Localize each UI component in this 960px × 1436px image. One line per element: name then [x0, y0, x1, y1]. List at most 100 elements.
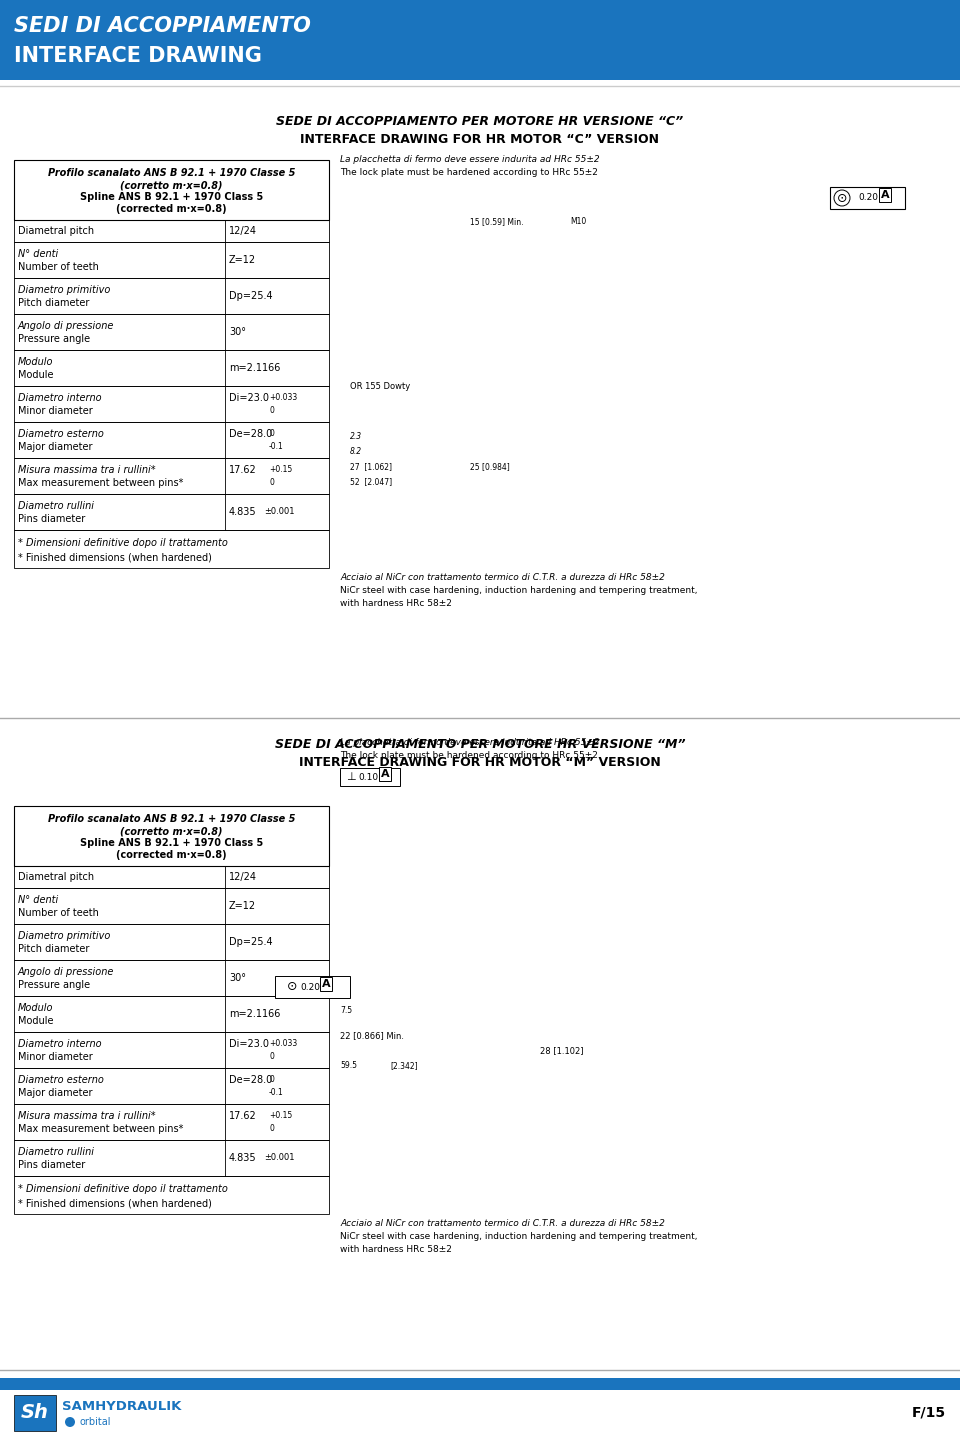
- Text: F/15: F/15: [912, 1406, 946, 1420]
- Text: 0.20: 0.20: [300, 982, 320, 991]
- Text: Spline ANS B 92.1 + 1970 Class 5: Spline ANS B 92.1 + 1970 Class 5: [80, 839, 263, 849]
- Bar: [14, 1032, 329, 1068]
- Text: Profilo scanalato ANS B 92.1 + 1970 Classe 5: Profilo scanalato ANS B 92.1 + 1970 Clas…: [48, 168, 295, 178]
- Text: SEDE DI ACCOPPIAMENTO PER MOTORE HR VERSIONE “C”: SEDE DI ACCOPPIAMENTO PER MOTORE HR VERS…: [276, 115, 684, 128]
- Bar: [14, 1068, 329, 1104]
- Text: 12/24: 12/24: [229, 225, 257, 236]
- Text: Sh: Sh: [21, 1403, 49, 1423]
- Text: INTERFACE DRAWING: INTERFACE DRAWING: [14, 46, 262, 66]
- Text: Major diameter: Major diameter: [18, 1088, 92, 1099]
- Bar: [0, 0, 960, 80]
- Text: ⊥: ⊥: [346, 773, 356, 783]
- Text: 22 [0.866] Min.: 22 [0.866] Min.: [340, 1031, 404, 1040]
- Text: OR 155 Dowty: OR 155 Dowty: [350, 382, 410, 391]
- Text: 30°: 30°: [229, 974, 246, 984]
- Bar: [14, 386, 329, 422]
- Text: De=28.0: De=28.0: [229, 429, 273, 439]
- Text: m=2.1166: m=2.1166: [229, 363, 280, 373]
- Text: A: A: [322, 979, 330, 989]
- Text: NiCr steel with case hardening, induction hardening and tempering treatment,: NiCr steel with case hardening, inductio…: [340, 1232, 698, 1241]
- Text: Module: Module: [18, 370, 54, 381]
- Bar: [14, 923, 329, 961]
- Bar: [0, 1379, 960, 1390]
- Bar: [14, 1394, 56, 1432]
- Text: SEDE DI ACCOPPIAMENTO PER MOTORE HR VERSIONE “M”: SEDE DI ACCOPPIAMENTO PER MOTORE HR VERS…: [275, 738, 685, 751]
- Text: ⊙: ⊙: [837, 191, 848, 204]
- Text: (corrected m·x=0.8): (corrected m·x=0.8): [116, 850, 227, 860]
- Text: orbital: orbital: [79, 1417, 110, 1427]
- Text: Minor diameter: Minor diameter: [18, 1053, 93, 1063]
- Text: Diametral pitch: Diametral pitch: [18, 872, 94, 882]
- Text: Z=12: Z=12: [229, 900, 256, 910]
- Text: 8.2: 8.2: [350, 447, 362, 457]
- Text: 4.835: 4.835: [229, 1153, 256, 1163]
- Text: Diametro rullini: Diametro rullini: [18, 1147, 94, 1157]
- Text: A: A: [381, 770, 390, 778]
- Text: Modulo: Modulo: [18, 1002, 54, 1012]
- Text: with hardness HRc 58±2: with hardness HRc 58±2: [340, 599, 452, 607]
- Text: 0: 0: [269, 429, 274, 438]
- Text: Number of teeth: Number of teeth: [18, 261, 99, 271]
- Text: Diametro primitivo: Diametro primitivo: [18, 931, 110, 941]
- Text: Diametral pitch: Diametral pitch: [18, 225, 94, 236]
- Text: Module: Module: [18, 1017, 54, 1025]
- Text: Diametro esterno: Diametro esterno: [18, 1076, 104, 1086]
- Bar: [14, 220, 329, 243]
- Text: Acciaio al NiCr con trattamento termico di C.T.R. a durezza di HRc 58±2: Acciaio al NiCr con trattamento termico …: [340, 1219, 665, 1228]
- Text: 7.5: 7.5: [340, 1007, 352, 1015]
- Text: 0.20: 0.20: [858, 194, 878, 202]
- Text: 0: 0: [269, 406, 274, 415]
- Text: A: A: [880, 190, 889, 200]
- Text: 4.835: 4.835: [229, 507, 256, 517]
- Text: Max measurement between pins*: Max measurement between pins*: [18, 1124, 183, 1134]
- Text: ±0.001: ±0.001: [264, 1153, 295, 1163]
- Text: +0.15: +0.15: [269, 465, 292, 474]
- Bar: [14, 1176, 329, 1213]
- Text: 12/24: 12/24: [229, 872, 257, 882]
- Text: +0.033: +0.033: [269, 393, 298, 402]
- Text: (corretto m·x=0.8): (corretto m·x=0.8): [120, 826, 223, 836]
- Bar: [14, 243, 329, 279]
- Bar: [14, 530, 329, 569]
- Text: ⊙: ⊙: [287, 981, 298, 994]
- Text: (corretto m·x=0.8): (corretto m·x=0.8): [120, 180, 223, 190]
- Text: INTERFACE DRAWING FOR HR MOTOR “C” VERSION: INTERFACE DRAWING FOR HR MOTOR “C” VERSI…: [300, 134, 660, 146]
- Text: M10: M10: [570, 217, 587, 225]
- Bar: [14, 961, 329, 997]
- Text: 2.3: 2.3: [350, 432, 362, 441]
- Text: ±0.001: ±0.001: [264, 507, 295, 517]
- Text: Profilo scanalato ANS B 92.1 + 1970 Classe 5: Profilo scanalato ANS B 92.1 + 1970 Clas…: [48, 814, 295, 824]
- Text: Diametro esterno: Diametro esterno: [18, 429, 104, 439]
- Text: SAMHYDRAULIK: SAMHYDRAULIK: [62, 1400, 181, 1413]
- Text: N° denti: N° denti: [18, 895, 59, 905]
- Text: (corrected m·x=0.8): (corrected m·x=0.8): [116, 204, 227, 214]
- Text: Dp=25.4: Dp=25.4: [229, 292, 273, 302]
- Text: Pins diameter: Pins diameter: [18, 1160, 85, 1170]
- Text: Minor diameter: Minor diameter: [18, 406, 93, 416]
- Text: Z=12: Z=12: [229, 256, 256, 266]
- Bar: [14, 458, 329, 494]
- Bar: [340, 768, 400, 785]
- Text: -0.1: -0.1: [269, 442, 284, 451]
- Text: Angolo di pressione: Angolo di pressione: [18, 966, 114, 976]
- Text: Angolo di pressione: Angolo di pressione: [18, 322, 114, 332]
- Text: [2.342]: [2.342]: [390, 1061, 418, 1070]
- Text: De=28.0: De=28.0: [229, 1076, 273, 1086]
- Text: * Dimensioni definitive dopo il trattamento: * Dimensioni definitive dopo il trattame…: [18, 538, 228, 549]
- Bar: [14, 997, 329, 1032]
- Bar: [14, 350, 329, 386]
- Text: The lock plate must be hardened according to HRc 55±2: The lock plate must be hardened accordin…: [340, 751, 598, 760]
- Text: 17.62: 17.62: [229, 1111, 256, 1122]
- Text: +0.15: +0.15: [269, 1111, 292, 1120]
- Bar: [14, 806, 329, 866]
- Bar: [14, 866, 329, 887]
- Bar: [14, 1104, 329, 1140]
- Text: Acciaio al NiCr con trattamento termico di C.T.R. a durezza di HRc 58±2: Acciaio al NiCr con trattamento termico …: [340, 573, 665, 582]
- Text: Misura massima tra i rullini*: Misura massima tra i rullini*: [18, 465, 156, 475]
- Text: 30°: 30°: [229, 327, 246, 337]
- Bar: [0, 1390, 960, 1436]
- Text: Di=23.0: Di=23.0: [229, 393, 269, 404]
- Text: Modulo: Modulo: [18, 358, 54, 368]
- Text: 0.10: 0.10: [358, 773, 378, 781]
- Text: 59.5: 59.5: [340, 1061, 357, 1070]
